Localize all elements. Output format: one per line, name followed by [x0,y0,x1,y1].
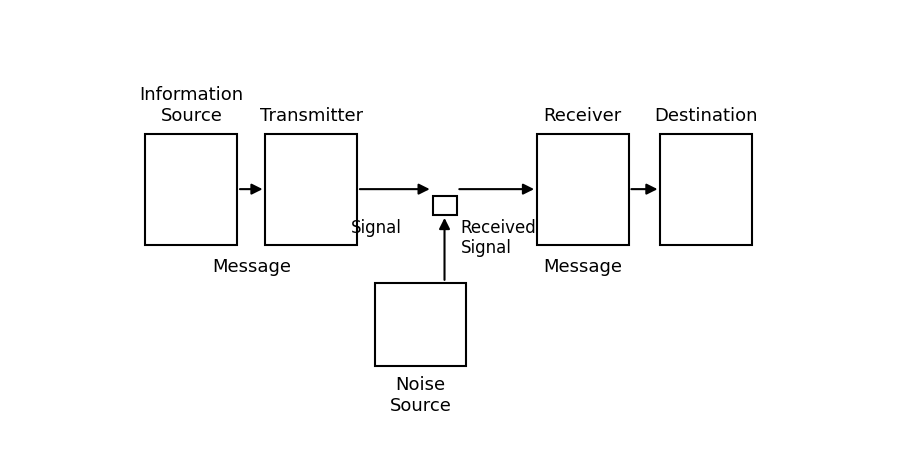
FancyBboxPatch shape [146,134,238,245]
Text: Message: Message [543,258,622,276]
Text: Transmitter: Transmitter [259,107,363,125]
Text: Noise
Source: Noise Source [389,376,451,415]
FancyBboxPatch shape [375,283,466,366]
FancyBboxPatch shape [432,196,457,215]
Text: Signal: Signal [350,219,401,237]
Text: Receiver: Receiver [543,107,622,125]
Text: Information
Source: Information Source [139,86,243,125]
FancyBboxPatch shape [537,134,629,245]
FancyBboxPatch shape [661,134,752,245]
Text: Message: Message [212,258,291,276]
FancyBboxPatch shape [266,134,357,245]
Text: Destination: Destination [654,107,758,125]
Text: Received
Signal: Received Signal [460,219,537,257]
